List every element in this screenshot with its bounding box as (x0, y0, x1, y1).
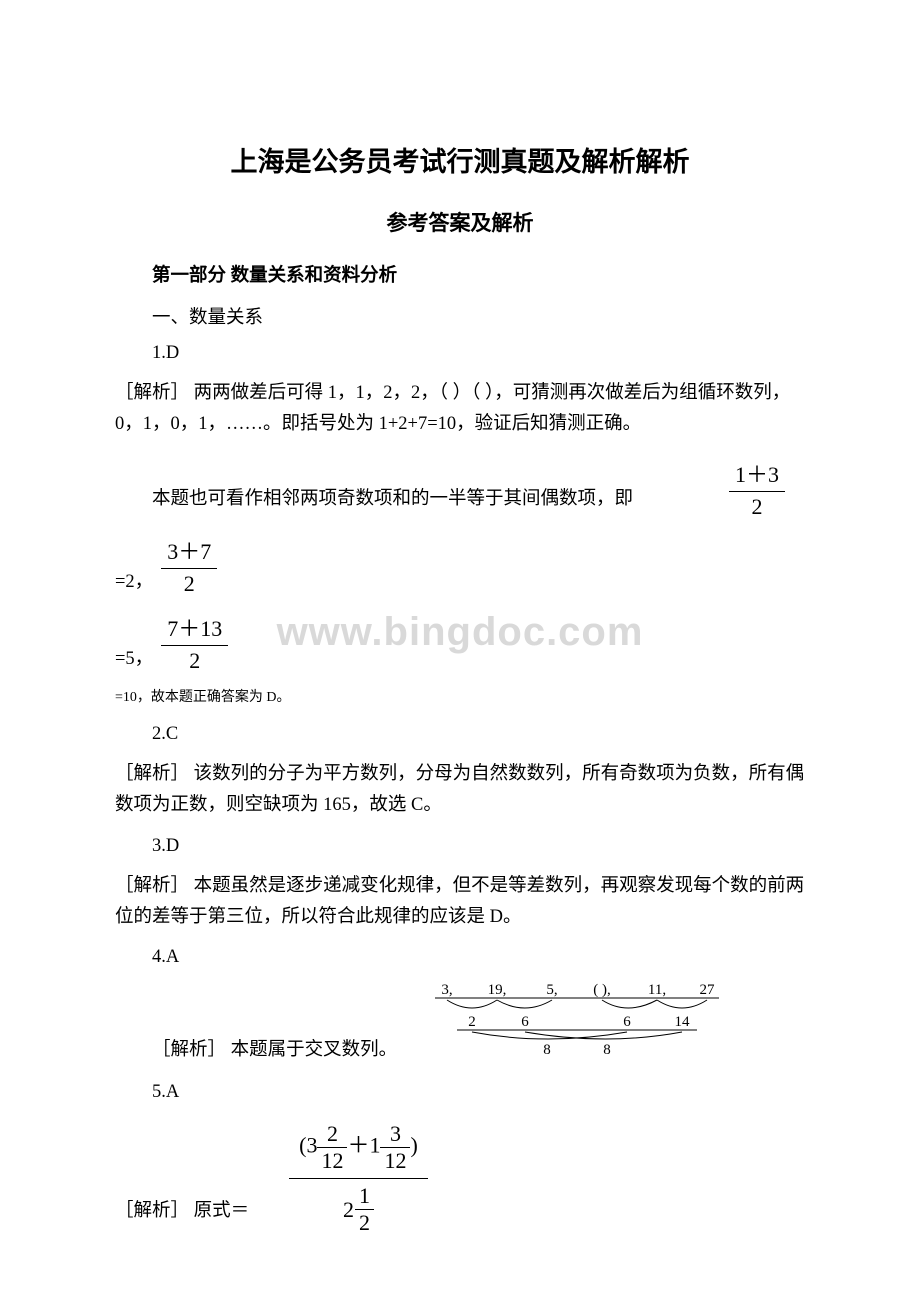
q4-cross-diagram: 3, 19, 5, ( ), 11, 27 2 6 6 14 8 8 (427, 982, 727, 1066)
svg-text:11,: 11, (648, 982, 666, 998)
svg-text:14: 14 (675, 1014, 691, 1030)
svg-text:6: 6 (521, 1014, 529, 1030)
frac-denominator: 2 (355, 1210, 374, 1236)
frac-numerator: 7＋13 (161, 609, 228, 646)
svg-text:19,: 19, (488, 982, 507, 998)
q1-conclusion: =10，故本题正确答案为 D。 (115, 686, 805, 710)
q1-analysis-2-prefix: 本题也可看作相邻两项奇数项和的一半等于其间偶数项，即 (115, 484, 717, 515)
q3-analysis: ［解析］ 本题虽然是逐步递减变化规律，但不是等差数列，再观察发现每个数的前两位的… (115, 871, 805, 934)
frac-denominator: 2 (161, 569, 217, 599)
whole-part: 2 (343, 1197, 354, 1223)
q4-answer: 4.A (115, 947, 805, 968)
q1-answer: 1.D (115, 343, 805, 364)
q2-analysis: ［解析］ 该数列的分子为平方数列，分母为自然数数列，所有奇数项为负数，所有偶数项… (115, 759, 805, 822)
frac-numerator: 1＋3 (729, 455, 785, 492)
q5-complex-fraction: (3 2 12 ＋1 3 12 ) 2 1 2 (289, 1117, 428, 1240)
q5-mixed-denom: 2 1 2 (343, 1183, 374, 1236)
frac-numerator: 1 (355, 1183, 374, 1210)
svg-text:8: 8 (543, 1042, 551, 1058)
frac-numerator: 2 (317, 1121, 347, 1148)
q1-row2-prefix: =2， (115, 567, 153, 593)
frac-denominator: 2 (729, 492, 785, 522)
svg-text:27: 27 (700, 982, 716, 998)
svg-text:6: 6 (623, 1014, 631, 1030)
svg-text:5,: 5, (547, 982, 558, 998)
q1-fraction-3: 7＋13 2 (161, 609, 228, 676)
frac-denominator: 12 (380, 1148, 410, 1174)
svg-text:2: 2 (468, 1014, 476, 1030)
q1-fraction-2: 3＋7 2 (161, 532, 217, 599)
q1-analysis-1: ［解析］ 两两做差后可得 1，1，2，2，（ ）（ ），可猜测再次做差后为组循环… (115, 378, 805, 441)
q5-analysis-prefix: ［解析］ 原式＝ (115, 1196, 249, 1222)
q3-answer: 3.D (115, 836, 805, 857)
subsection-label: 一、数量关系 (115, 303, 805, 329)
svg-text:8: 8 (603, 1042, 611, 1058)
q5-answer: 5.A (115, 1082, 805, 1103)
frac-denominator: 12 (317, 1148, 347, 1174)
paren-close: ) (410, 1133, 417, 1158)
svg-text:3,: 3, (442, 982, 453, 998)
q2-answer: 2.C (115, 724, 805, 745)
section-header: 第一部分 数量关系和资料分析 (115, 261, 805, 287)
frac-numerator: 3 (380, 1121, 410, 1148)
svg-text:( ),: ( ), (593, 982, 611, 998)
doc-title: 上海是公务员考试行测真题及解析解析 (115, 140, 805, 179)
paren-open: (3 (299, 1133, 317, 1158)
q4-analysis-prefix: ［解析］ 本题属于交叉数列。 (115, 1035, 397, 1066)
frac-denominator: 2 (161, 646, 228, 676)
q5-frac-2: 3 12 (380, 1121, 410, 1174)
complex-denominator: 2 1 2 (289, 1179, 428, 1240)
doc-subtitle: 参考答案及解析 (115, 207, 805, 237)
complex-numerator: (3 2 12 ＋1 3 12 ) (289, 1117, 428, 1179)
frac-numerator: 3＋7 (161, 532, 217, 569)
q5-frac-denom: 1 2 (355, 1183, 374, 1236)
plus-sign: ＋1 (347, 1133, 380, 1158)
q1-row3-prefix: =5， (115, 644, 153, 670)
q1-fraction-1: 1＋3 2 (729, 455, 785, 522)
q5-frac-1: 2 12 (317, 1121, 347, 1174)
